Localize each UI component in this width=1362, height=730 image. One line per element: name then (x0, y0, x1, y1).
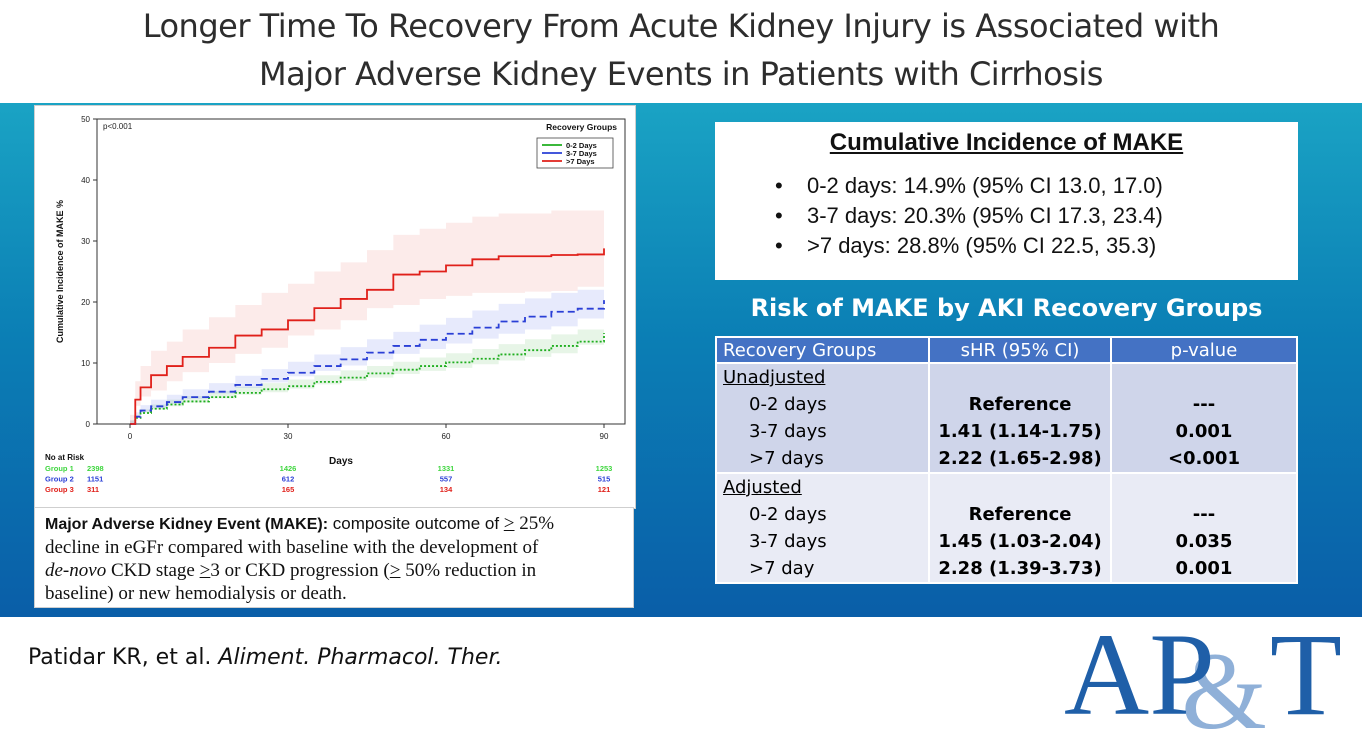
title-line-1: Longer Time To Recovery From Acute Kidne… (142, 7, 1220, 45)
header-pvalue: p-value (1109, 336, 1299, 364)
legend-label: >7 Days (566, 157, 595, 166)
x-axis-label: Days (329, 456, 353, 467)
shr-value: 1.45 (1.03-2.04) (938, 531, 1102, 552)
def-gte-1: > (503, 513, 515, 534)
y-tick-label: 20 (81, 298, 90, 307)
header-shr: sHR (95% CI) (928, 336, 1112, 364)
group-label: 0-2 days (749, 504, 827, 525)
ci-band-1 (130, 320, 604, 424)
series-line-1 (130, 333, 605, 425)
risk-row-label: Group 1 (45, 464, 74, 473)
y-tick-label: 0 (86, 420, 91, 429)
p-value: --- (1192, 504, 1216, 525)
cumulative-title: Cumulative Incidence of MAKE (829, 129, 1184, 156)
series-line-3 (130, 248, 605, 425)
page-title: Longer Time To Recovery From Acute Kidne… (0, 0, 1362, 98)
shr-value: Reference (968, 504, 1072, 525)
x-tick-label: 0 (128, 432, 133, 441)
risk-value: 311 (87, 485, 99, 494)
logo-ampersand: & (1181, 630, 1267, 730)
shr-value: 1.41 (1.14-1.75) (938, 421, 1102, 442)
group-label: 3-7 days (749, 421, 827, 442)
x-tick-label: 30 (284, 432, 293, 441)
series-line-2 (130, 300, 605, 425)
legend-title: Recovery Groups (546, 122, 617, 132)
p-value: 0.001 (1175, 421, 1233, 442)
risk-table: Recovery Groups sHR (95% CI) p-value Una… (714, 336, 1299, 584)
ci-band-3 (130, 208, 604, 424)
risk-value: 121 (598, 485, 611, 494)
risk-value: 1331 (438, 464, 455, 473)
y-tick-label: 10 (81, 359, 90, 368)
cumulative-item: 3-7 days: 20.3% (95% CI 17.3, 23.4) (775, 201, 1298, 231)
def-text-2: 25% (514, 513, 555, 534)
def-denovo: de-novo (45, 560, 107, 581)
def-text-4: CKD stage (106, 560, 200, 581)
adjusted-group: Adjusted 0-2 days 3-7 days >7 day Refere… (714, 472, 1299, 584)
risk-table-title: No at Risk (45, 453, 85, 462)
risk-value: 612 (282, 475, 295, 484)
cumulative-item: >7 days: 28.8% (95% CI 22.5, 35.3) (775, 231, 1298, 261)
group-label: 0-2 days (749, 394, 827, 415)
logo-t: T (1270, 612, 1342, 730)
risk-value: 2398 (87, 464, 104, 473)
shr-value: 2.28 (1.39-3.73) (938, 558, 1102, 579)
group-label: >7 day (749, 558, 815, 579)
risk-value: 1151 (87, 475, 103, 484)
y-axis-label: Cumulative Incidence of MAKE % (55, 200, 65, 343)
cumulative-list: 0-2 days: 14.9% (95% CI 13.0, 17.0) 3-7 … (775, 171, 1298, 261)
def-text-1: composite outcome of (328, 514, 504, 533)
group-label: 3-7 days (749, 531, 827, 552)
risk-value: 134 (440, 485, 453, 494)
risk-row-label: Group 2 (45, 475, 74, 484)
incidence-chart: 0 10 20 30 40 50 0 30 60 90 Days Cumulative Inciden… (45, 115, 626, 494)
citation: Patidar KR, et al. Aliment. Pharmacol. T… (28, 645, 502, 670)
shr-value: 2.22 (1.65-2.98) (938, 448, 1102, 469)
def-gte-2: > (199, 560, 211, 581)
x-tick-label: 60 (442, 432, 451, 441)
p-value: 0.001 (1175, 558, 1233, 579)
apt-logo: & AP T (1064, 612, 1342, 730)
make-definition: Major Adverse Kidney Event (MAKE): compo… (34, 507, 634, 608)
def-text-5: 3 or CKD progression ( (210, 560, 390, 581)
risk-table-header: Recovery Groups sHR (95% CI) p-value (714, 336, 1299, 364)
unadjusted-group: Unadjusted 0-2 days 3-7 days >7 days Ref… (714, 362, 1299, 474)
y-tick-label: 40 (81, 176, 90, 185)
header-recovery-groups: Recovery Groups (714, 336, 931, 364)
p-value: <0.001 (1167, 448, 1240, 469)
citation-journal: Aliment. Pharmacol. Ther. (218, 645, 503, 670)
p-value: 0.035 (1175, 531, 1233, 552)
risk-value: 1253 (596, 464, 613, 473)
cumulative-incidence-card: Cumulative Incidence of MAKE 0-2 days: 1… (715, 122, 1298, 280)
p-value-label: p<0.001 (103, 122, 133, 131)
plot-frame (96, 118, 626, 425)
risk-row-label: Group 3 (45, 485, 74, 494)
p-value: --- (1192, 394, 1216, 415)
citation-authors: Patidar KR, et al. (28, 645, 219, 670)
def-text-3: decline in eGFr compared with baseline w… (45, 537, 539, 558)
y-tick-label: 50 (81, 115, 90, 124)
x-tick-label: 90 (600, 432, 609, 441)
legend-label: 0-2 Days (566, 141, 597, 150)
risk-value: 557 (440, 475, 453, 484)
shr-value: Reference (968, 394, 1072, 415)
risk-value: 165 (282, 485, 295, 494)
group-label: >7 days (749, 448, 824, 469)
def-text-6: 50% reduction in (400, 560, 537, 581)
legend-box (536, 137, 614, 169)
def-gte-3: > (389, 560, 401, 581)
cumulative-item: 0-2 days: 14.9% (95% CI 13.0, 17.0) (775, 171, 1298, 201)
logo-ap: AP (1064, 612, 1215, 730)
make-term: Major Adverse Kidney Event (MAKE): (45, 516, 329, 533)
y-tick-label: 30 (81, 237, 90, 246)
legend-label: 3-7 Days (566, 149, 597, 158)
risk-value: 515 (598, 475, 611, 484)
unadjusted-label: Unadjusted (723, 367, 826, 388)
def-text-7: baseline) or new hemodialysis or death. (45, 583, 347, 604)
chart-card: 0 10 20 30 40 50 0 30 60 90 Days Cumulative Inciden… (34, 105, 636, 509)
adjusted-label: Adjusted (723, 477, 802, 498)
risk-value: 1426 (280, 464, 297, 473)
risk-table-title: Risk of MAKE by AKI Recovery Groups (750, 294, 1263, 322)
title-line-2: Major Adverse Kidney Events in Patients … (259, 55, 1103, 93)
